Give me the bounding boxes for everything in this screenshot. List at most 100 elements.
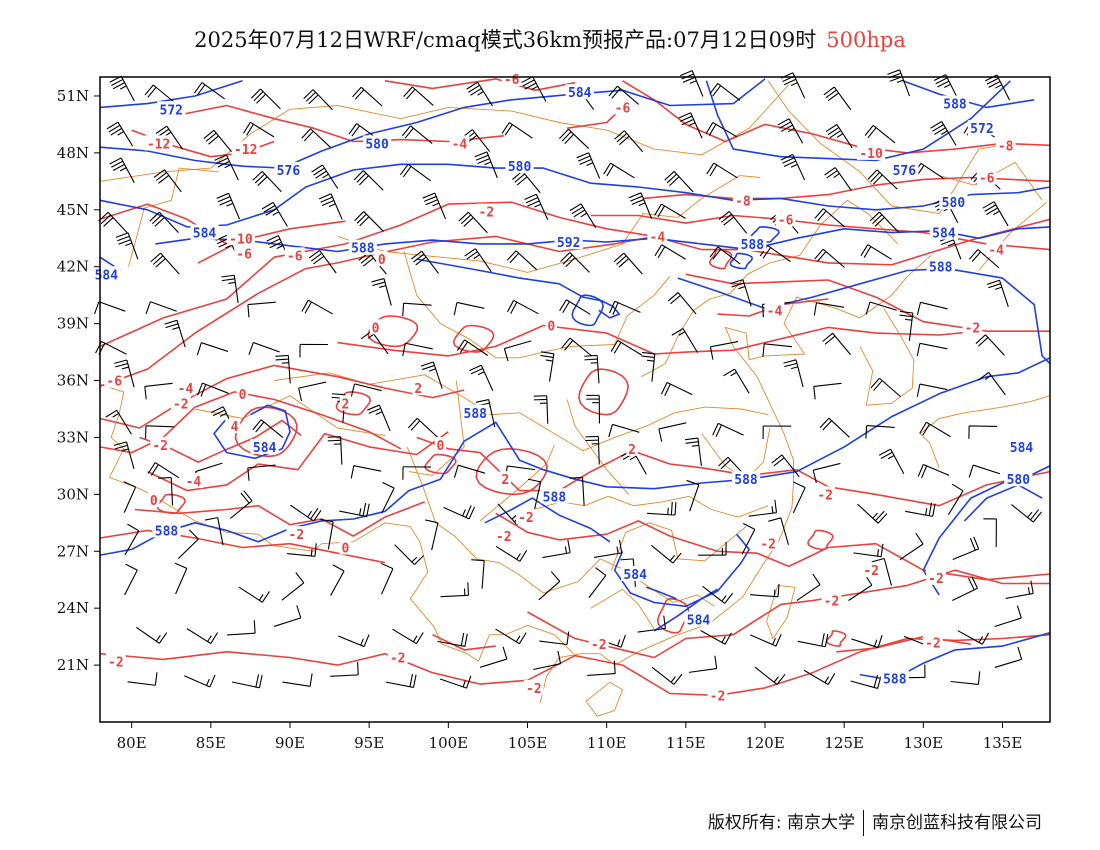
height-isoline: [99, 78, 766, 169]
temperature-label: -2: [108, 655, 124, 670]
temperature-label: -10: [229, 232, 253, 247]
temperature-label: -4: [650, 230, 666, 245]
height-label: 584: [623, 568, 647, 583]
wind-barb: [871, 557, 892, 586]
wind-barb: [647, 501, 677, 516]
wind-barb: [878, 448, 905, 475]
height-label: 584: [687, 614, 711, 629]
wind-barb: [813, 382, 842, 400]
temperature-label-bg: [493, 528, 514, 544]
wind-barb: [186, 628, 219, 644]
wind-barb: [741, 522, 756, 555]
wind-barb: [524, 193, 549, 221]
height-label-bg: [926, 258, 955, 274]
wind-barb: [588, 567, 607, 599]
temperature-label-bg: [387, 649, 408, 665]
wind-barb: [968, 425, 998, 439]
wind-barb: [825, 124, 853, 149]
temperature-isoline: [197, 220, 346, 264]
boundary-line: [128, 167, 219, 267]
temperature-label-bg: [339, 395, 352, 411]
height-isoline: [613, 533, 750, 608]
wind-barb: [869, 211, 900, 233]
y-tick-label: 48N: [57, 144, 89, 162]
wind-barb: [718, 210, 748, 234]
temperature-closed-isoline: [578, 368, 629, 416]
temperature-label: -2: [965, 321, 981, 336]
wind-barb: [560, 252, 590, 273]
wind-barb: [814, 248, 845, 268]
wind-barb: [679, 70, 704, 97]
temperature-label-bg: [228, 418, 241, 434]
temperature-label: -8: [998, 139, 1014, 154]
wind-barb: [290, 504, 322, 522]
height-isoline: [416, 258, 621, 319]
wind-barb: [106, 121, 134, 147]
wind-barb: [403, 86, 434, 106]
wind-barb: [777, 118, 804, 144]
temperature-label-bg: [376, 251, 388, 267]
temperature-closed-isoline: [424, 453, 457, 475]
wind-barb: [281, 572, 305, 601]
temperature-label-bg: [588, 636, 609, 652]
temperature-label: -2: [591, 638, 607, 653]
temperature-label-bg: [369, 319, 382, 335]
wind-barb: [127, 672, 158, 686]
boundary-line: [978, 201, 1048, 271]
height-label-bg: [190, 224, 219, 240]
wind-barb: [783, 359, 804, 388]
temperature-label-bg: [150, 437, 171, 453]
wind-barb: [899, 532, 924, 561]
wind-barb: [425, 519, 439, 551]
temperature-label-bg: [764, 302, 785, 318]
temperature-label: 4: [231, 420, 239, 435]
wind-barb: [533, 395, 549, 424]
temperature-label: 2: [628, 443, 636, 458]
wind-barb: [614, 130, 644, 153]
temperature-isoline: [337, 324, 979, 357]
temperature-label-bg: [104, 372, 125, 388]
wind-barb: [628, 192, 653, 219]
wind-barb: [527, 478, 542, 510]
temperature-label-bg: [861, 562, 881, 578]
wind-barb: [440, 582, 470, 598]
boundary-line: [274, 372, 769, 452]
title-main: 2025年07月12日WRF/cmaq模式36km预报产品:07月12日09时: [194, 28, 817, 52]
wind-barb: [754, 666, 786, 685]
x-tick-label: 120E: [745, 734, 785, 752]
wind-barb: [407, 417, 439, 438]
wind-barb: [303, 89, 333, 111]
temperature-label: -6: [504, 73, 520, 88]
temperature-label-bg: [821, 592, 842, 608]
wind-barb: [506, 250, 538, 271]
wind-barb: [275, 354, 291, 384]
height-label: 588: [741, 238, 765, 253]
temperature-label-bg: [339, 539, 352, 555]
wind-barb: [853, 543, 884, 558]
wind-barb: [603, 162, 635, 179]
wind-barb: [177, 529, 199, 560]
wind-barb: [94, 301, 126, 315]
height-closed-isoline: [571, 294, 604, 327]
temperature-label-bg: [758, 535, 779, 551]
wind-barb: [330, 661, 359, 677]
wind-barb: [352, 86, 383, 107]
temperature-label: -2: [710, 689, 726, 704]
height-label: 576: [277, 164, 301, 179]
temperature-label: 2: [414, 382, 422, 397]
wind-barb: [983, 518, 997, 547]
wind-barb: [298, 381, 327, 401]
map-frame: [99, 76, 1051, 723]
wind-barb: [437, 632, 468, 647]
wind-barb: [252, 170, 282, 193]
height-label: 580: [365, 137, 389, 152]
wind-barb: [1005, 580, 1034, 599]
temperature-label: -2: [496, 530, 512, 545]
wind-barb: [968, 249, 1000, 269]
temperature-label-bg: [976, 169, 997, 185]
wind-barb: [870, 377, 901, 398]
wind-barb: [381, 481, 395, 514]
temperature-label: 0: [372, 321, 380, 336]
wind-barb: [153, 169, 182, 193]
wind-barb: [823, 86, 852, 111]
